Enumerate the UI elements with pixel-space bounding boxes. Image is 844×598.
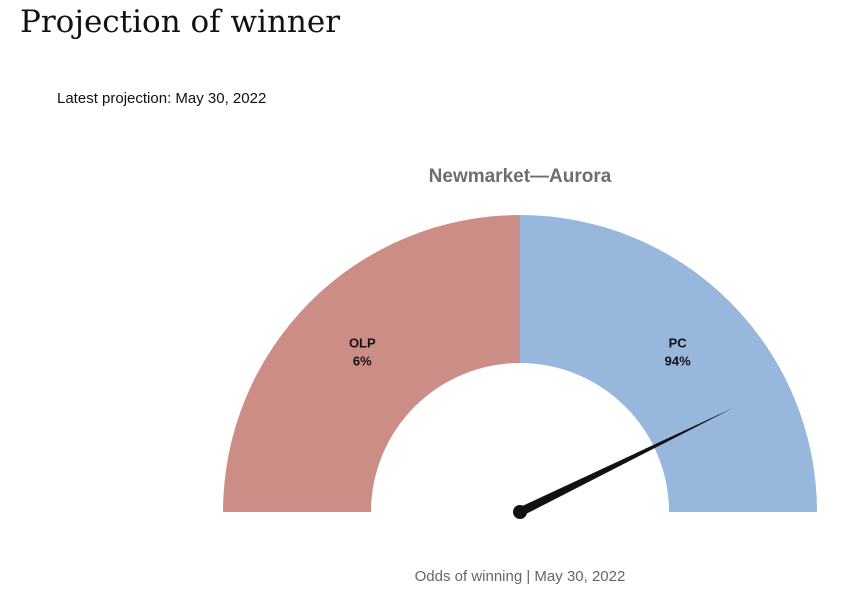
slice-label-pc: PC (669, 335, 688, 350)
slice-label-olp: OLP (349, 335, 376, 350)
gauge-needle-hub (513, 505, 527, 519)
gauge-slices (223, 215, 817, 512)
slice-value-pc: 94% (665, 353, 691, 368)
chart-caption: Odds of winning | May 30, 2022 (415, 568, 626, 585)
gauge-labels: OLP 6% PC 94% (349, 335, 691, 368)
slice-value-olp: 6% (353, 353, 372, 368)
gauge-slice-olp (223, 215, 520, 512)
gauge-slice-pc (520, 215, 817, 512)
page-title: Projection of winner (20, 4, 341, 40)
gauge-needle (518, 407, 734, 517)
chart-title: Newmarket—Aurora (429, 166, 612, 187)
latest-projection-text: Latest projection: May 30, 2022 (57, 90, 267, 107)
gauge-needle-group (513, 407, 734, 519)
